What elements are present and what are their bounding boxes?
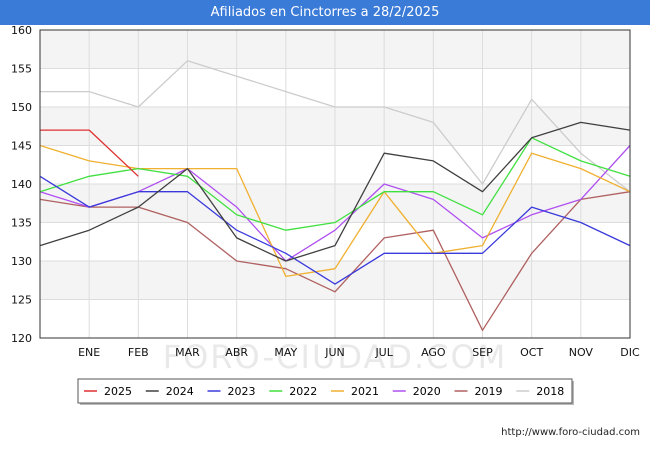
legend-label-2020: 2020 [413,385,441,398]
watermark-text: FORO-CIUDAD.COM [163,338,508,376]
x-tick-label: MAY [274,346,297,359]
source-url[interactable]: http://www.foro-ciudad.com [501,427,640,438]
x-tick-label: NOV [569,346,594,359]
series-line-2023 [39,175,631,285]
y-tick-label: 125 [11,294,32,307]
series-line-2025 [40,129,139,177]
y-tick-label: 160 [11,24,32,37]
legend-label-2021: 2021 [351,385,379,398]
y-tick-label: 140 [11,178,32,191]
y-tick-label: 120 [11,332,32,345]
legend-label-2019: 2019 [475,385,503,398]
x-tick-label: JUN [324,346,345,359]
y-tick-label: 145 [11,140,32,153]
x-tick-label: FEB [128,346,149,359]
legend-label-2023: 2023 [228,385,256,398]
series-line-2024 [39,121,631,262]
plot-frame [39,29,631,339]
x-tick-label: DIC [620,346,640,359]
x-tick-label: MAR [175,346,200,359]
y-tick-label: 155 [11,63,32,76]
x-tick-label: ENE [78,346,100,359]
legend-box [77,378,573,404]
x-tick-label: SEP [472,346,493,359]
y-tick-label: 130 [11,255,32,268]
y-tick-label: 150 [11,101,32,114]
y-tick-label: 135 [11,217,32,230]
legend-label-2025: 2025 [104,385,132,398]
series-line-2018 [40,60,631,193]
legend-label-2024: 2024 [166,385,194,398]
x-tick-label: OCT [520,346,543,359]
x-tick-label: JUL [374,346,393,359]
legend-label-2018: 2018 [536,385,564,398]
x-tick-label: AGO [421,346,446,359]
legend-label-2022: 2022 [289,385,317,398]
chart-title: Afiliados en Cinctorres a 28/2/2025 [0,0,650,25]
x-tick-label: ABR [225,346,248,359]
